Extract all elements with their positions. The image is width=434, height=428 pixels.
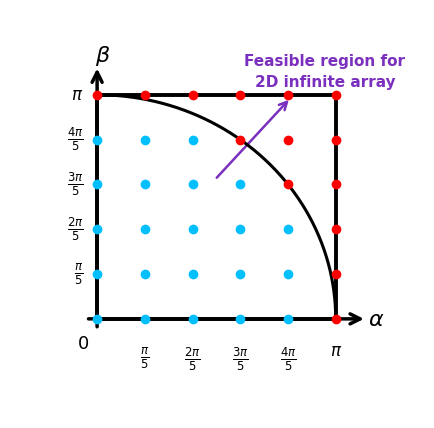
Text: $\frac{2\pi}{5}$: $\frac{2\pi}{5}$ (184, 346, 201, 373)
Text: $0$: $0$ (77, 335, 89, 353)
Text: Feasible region for
2D infinite array: Feasible region for 2D infinite array (244, 54, 405, 89)
Text: $\beta$: $\beta$ (95, 45, 110, 68)
Text: $\alpha$: $\alpha$ (368, 310, 385, 330)
Text: $\frac{4\pi}{5}$: $\frac{4\pi}{5}$ (279, 346, 296, 373)
Text: $\frac{3\pi}{5}$: $\frac{3\pi}{5}$ (232, 346, 249, 373)
Text: $\frac{\pi}{5}$: $\frac{\pi}{5}$ (140, 346, 150, 371)
Text: $\frac{2\pi}{5}$: $\frac{2\pi}{5}$ (67, 216, 83, 243)
Text: $\frac{\pi}{5}$: $\frac{\pi}{5}$ (74, 262, 83, 287)
Text: $\frac{4\pi}{5}$: $\frac{4\pi}{5}$ (67, 126, 83, 153)
Text: $\pi$: $\pi$ (329, 342, 342, 360)
Text: $\frac{3\pi}{5}$: $\frac{3\pi}{5}$ (67, 171, 83, 198)
Text: $\pi$: $\pi$ (71, 86, 83, 104)
